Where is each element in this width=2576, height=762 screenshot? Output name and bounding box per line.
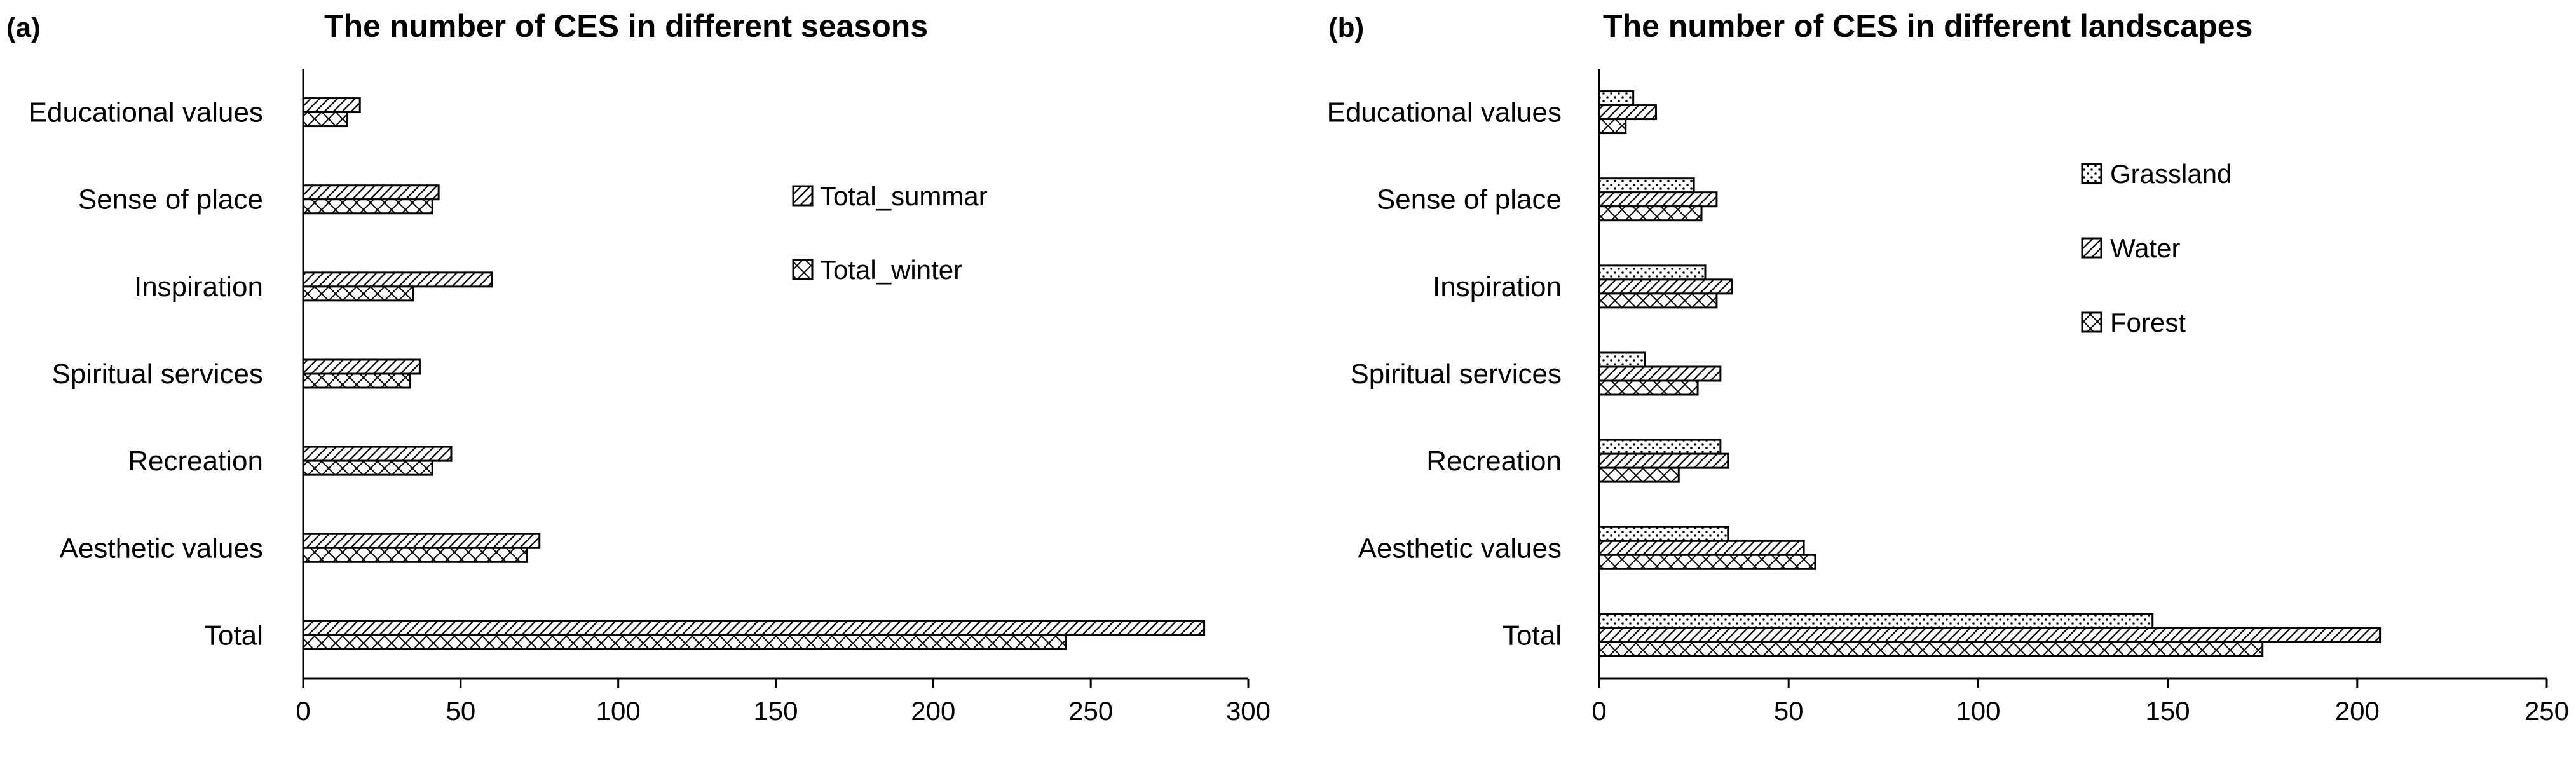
x-tick-label: 100 bbox=[596, 696, 641, 726]
x-tick-label: 0 bbox=[296, 696, 310, 726]
bar bbox=[1598, 191, 1718, 208]
x-tick-label: 50 bbox=[446, 696, 475, 726]
legend-item: Total_winter bbox=[792, 255, 962, 285]
bar bbox=[1598, 365, 1722, 382]
bar bbox=[302, 97, 361, 114]
chart-title: The number of CES in different seasons bbox=[324, 8, 928, 44]
legend-label: Total_winter bbox=[820, 255, 962, 285]
bar bbox=[1598, 540, 1805, 556]
bar bbox=[302, 547, 528, 563]
category-label: Inspiration bbox=[1433, 271, 1562, 303]
panel-label: (b) bbox=[1328, 12, 1364, 43]
bar bbox=[1598, 554, 1816, 570]
category-labels: Educational values Sense of place Inspirat… bbox=[29, 97, 263, 651]
legend: Grassland Water Forest bbox=[2081, 159, 2232, 337]
x-tick-label: 150 bbox=[2146, 696, 2190, 726]
category-label: Recreation bbox=[1426, 446, 1562, 477]
bar bbox=[302, 111, 348, 128]
category-label: Sense of place bbox=[1377, 184, 1562, 215]
bar bbox=[302, 372, 412, 389]
category-label: Aesthetic values bbox=[60, 533, 263, 564]
bar bbox=[1598, 613, 2154, 629]
bar bbox=[1598, 452, 1729, 469]
bar bbox=[1598, 627, 2382, 643]
x-tick-label: 250 bbox=[2525, 696, 2569, 726]
bar bbox=[302, 533, 541, 549]
bar bbox=[302, 634, 1067, 650]
category-label: Spiritual services bbox=[51, 358, 263, 390]
x-tick-label: 200 bbox=[911, 696, 955, 726]
legend-swatch bbox=[792, 259, 814, 280]
bars bbox=[1598, 90, 2382, 657]
x-ticks: 0 50 100 150 200 250 bbox=[1591, 679, 2569, 726]
x-ticks: 0 50 100 150 200 250 300 bbox=[296, 679, 1271, 726]
bar bbox=[1598, 526, 1729, 542]
legend-item: Grassland bbox=[2081, 159, 2232, 189]
legend-label: Total_summar bbox=[820, 181, 988, 211]
legend-item: Total_summar bbox=[792, 181, 988, 211]
bar bbox=[1598, 641, 2264, 657]
bar bbox=[1598, 292, 1718, 309]
bar bbox=[302, 285, 414, 302]
bars bbox=[302, 97, 1206, 650]
legend-item: Water bbox=[2081, 233, 2180, 263]
bar bbox=[1598, 118, 1627, 135]
category-label: Inspiration bbox=[134, 271, 263, 303]
legend-swatch bbox=[2081, 311, 2102, 333]
bar bbox=[1598, 466, 1680, 483]
chart-title: The number of CES in different landscape… bbox=[1603, 8, 2252, 44]
bar bbox=[302, 446, 453, 462]
x-tick-label: 150 bbox=[753, 696, 798, 726]
bar bbox=[1598, 90, 1635, 107]
x-tick-label: 300 bbox=[1226, 696, 1271, 726]
bar bbox=[1598, 439, 1722, 455]
bar bbox=[302, 271, 493, 288]
panel-seasons: (a) The number of CES in different seaso… bbox=[6, 8, 1271, 726]
category-label: Recreation bbox=[128, 446, 263, 477]
x-tick-label: 200 bbox=[2335, 696, 2380, 726]
bar bbox=[302, 459, 433, 476]
category-labels: Educational values Sense of place Inspirat… bbox=[1327, 97, 1562, 651]
category-label: Educational values bbox=[1327, 97, 1562, 128]
bar bbox=[1598, 177, 1695, 194]
bar bbox=[1598, 104, 1657, 121]
bar bbox=[302, 358, 421, 375]
x-tick-label: 100 bbox=[1956, 696, 2000, 726]
legend-label: Water bbox=[2110, 233, 2180, 263]
legend-item: Forest bbox=[2081, 308, 2186, 337]
bar bbox=[302, 184, 440, 201]
category-label: Total bbox=[1503, 620, 1562, 651]
bar bbox=[1598, 379, 1699, 396]
legend: Total_summar Total_winter bbox=[792, 181, 988, 285]
category-label: Aesthetic values bbox=[1358, 533, 1562, 564]
category-label: Total bbox=[204, 620, 263, 651]
x-tick-label: 50 bbox=[1774, 696, 1804, 726]
bar bbox=[1598, 278, 1733, 295]
bar bbox=[302, 620, 1206, 636]
bar bbox=[1598, 351, 1646, 368]
legend-label: Grassland bbox=[2110, 159, 2232, 189]
category-label: Educational values bbox=[29, 97, 263, 128]
category-label: Spiritual services bbox=[1350, 358, 1562, 390]
category-label: Sense of place bbox=[78, 184, 263, 215]
legend-swatch bbox=[792, 185, 814, 207]
legend-label: Forest bbox=[2110, 308, 2186, 337]
panel-landscapes: (b) The number of CES in different lands… bbox=[1327, 8, 2569, 726]
bar bbox=[1598, 264, 1707, 281]
bar bbox=[302, 198, 433, 215]
panel-label: (a) bbox=[6, 12, 41, 43]
legend-swatch bbox=[2081, 163, 2102, 184]
x-tick-label: 0 bbox=[1591, 696, 1606, 726]
bar bbox=[1598, 205, 1703, 222]
x-tick-label: 250 bbox=[1068, 696, 1113, 726]
legend-swatch bbox=[2081, 237, 2102, 259]
